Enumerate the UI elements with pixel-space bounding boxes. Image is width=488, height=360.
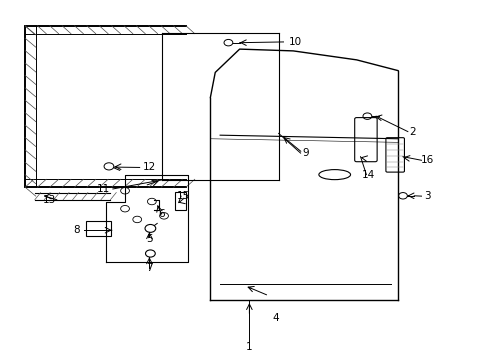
Bar <box>86 221 111 235</box>
Text: 2: 2 <box>408 127 415 136</box>
Text: 8: 8 <box>73 225 80 235</box>
Text: 7: 7 <box>146 263 152 273</box>
Text: 5: 5 <box>146 234 152 244</box>
Text: 12: 12 <box>142 162 156 172</box>
Text: 3: 3 <box>423 191 430 201</box>
Text: 14: 14 <box>362 170 375 180</box>
Text: 4: 4 <box>272 313 279 323</box>
Text: 16: 16 <box>420 155 433 165</box>
Text: 15: 15 <box>177 191 190 201</box>
Text: 13: 13 <box>43 195 56 205</box>
Text: 9: 9 <box>302 148 308 158</box>
Text: 11: 11 <box>96 184 109 194</box>
Text: 1: 1 <box>245 342 252 352</box>
Text: 10: 10 <box>288 37 302 47</box>
Bar <box>175 192 185 211</box>
Text: 6: 6 <box>158 209 164 219</box>
